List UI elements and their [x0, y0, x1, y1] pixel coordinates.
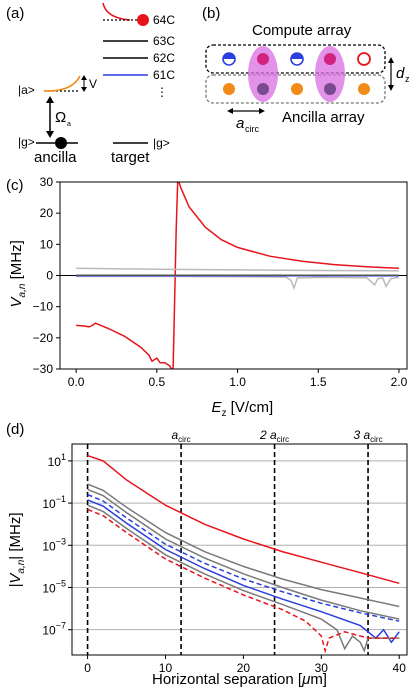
chart-c-ytick-label: 20 [40, 206, 54, 220]
chart-c-series-3 [76, 267, 399, 272]
chart-d-annotation: 3 acirc [353, 428, 382, 444]
pair-highlight-2 [315, 46, 345, 102]
acirc-arrow-head-right [259, 108, 265, 114]
ancilla-atom-5 [358, 83, 370, 95]
target-label: target [111, 149, 150, 166]
ancilla-atom-4 [324, 83, 336, 95]
red-rydberg-dot [137, 14, 149, 26]
v-arrow-head-down [81, 87, 87, 92]
red-level-curve [102, 2, 131, 21]
compute-qubit-2 [257, 53, 269, 65]
ancilla-atom-1 [223, 83, 235, 95]
chart-d-ytick-label: 10−7 [42, 621, 66, 638]
level-63c-label: 63C [153, 34, 175, 48]
omega-arrow-head-down [46, 131, 54, 138]
chart-d-ytick-label: 10−3 [42, 536, 66, 553]
level-61c-label: 61C [153, 68, 175, 82]
chart-c-ytick-label: 30 [40, 175, 54, 189]
level-62c-label: 62C [153, 51, 175, 65]
chart-d-ytick-label: 10−1 [42, 494, 66, 511]
compute-array-box [205, 44, 386, 74]
compute-qubit-3-half [291, 53, 303, 59]
panel-a-level-diagram: 64C 63C 62C 61C ⋮ |a> V Ω a |g> |g> anci… [18, 2, 175, 166]
omega-label: Ω [55, 109, 66, 126]
dz-label: d [396, 65, 405, 82]
chart-c-xtick-label: 0.5 [148, 375, 165, 389]
compute-array-label: Compute array [252, 22, 352, 39]
chart-d-xlabel: Horizontal separation [μm] [152, 671, 327, 688]
omega-arrow-head-up [46, 96, 54, 103]
chart-c-ylabel: Va,n [MHz] [8, 240, 28, 307]
chart-d-xtick-label: 30 [315, 661, 329, 675]
ket-a-label: |a> [18, 83, 35, 97]
chart-d: 0 10 20 30 40 101 10−1 10−3 10−5 10−7 acirc 2 acirc… [7, 428, 408, 688]
chart-d-series-4 [87, 493, 400, 622]
chart-d-ytick-label: 10−5 [42, 578, 66, 595]
chart-c-xtick-label: 1.5 [310, 375, 327, 389]
chart-d-series-6 [87, 504, 400, 653]
ket-g-label: |g> [18, 135, 35, 149]
chart-c-series-4 [76, 275, 400, 291]
chart-d-annotation: 2 acirc [259, 428, 289, 444]
chart-d-series-3 [87, 488, 400, 620]
chart-d-xtick-label: 10 [159, 661, 173, 675]
chart-c-ytick-label: −30 [33, 362, 54, 376]
ancilla-ground-dot [55, 137, 67, 149]
chart-c-xtick-label: 1.0 [229, 375, 246, 389]
ancilla-array-label: Ancilla array [282, 109, 365, 126]
v-arrow-head-up [81, 75, 87, 80]
chart-d-ylabel: |Va,n| [MHz] [7, 512, 27, 587]
chart-d-xtick-label: 0 [84, 661, 91, 675]
more-levels-dots: ⋮ [156, 85, 168, 99]
dz-sub: z [405, 74, 410, 84]
compute-qubit-4 [324, 53, 336, 65]
acirc-arrow-head-left [227, 108, 233, 114]
ket-g-target-label: |g> [153, 136, 170, 150]
chart-c-series-1 [76, 322, 173, 369]
acirc-label: a [236, 115, 244, 132]
panel-label-d: (d) [6, 421, 24, 438]
pair-highlight-1 [248, 46, 278, 102]
panel-label-b: (b) [202, 5, 220, 22]
ancilla-atom-2 [257, 83, 269, 95]
v-label: V [89, 77, 97, 91]
chart-c-ytick-label: −10 [33, 300, 54, 314]
chart-c-ytick-label: 10 [40, 237, 54, 251]
chart-d-series-7 [87, 508, 400, 654]
chart-d-annotation: acirc [171, 428, 190, 444]
dz-arrow-head-up [388, 57, 394, 63]
chart-d-series-1 [87, 454, 400, 585]
chart-c-ytick-label: 0 [46, 269, 53, 283]
level-64c-label: 64C [153, 13, 175, 27]
panel-label-a: (a) [6, 5, 24, 22]
ancilla-atom-3 [291, 83, 303, 95]
chart-c-ytick-label: −20 [33, 331, 54, 345]
dz-arrow-head-down [388, 85, 394, 91]
omega-sub: a [67, 121, 71, 128]
chart-d-xtick-label: 40 [393, 661, 407, 675]
compute-qubit-1-half [223, 53, 235, 59]
chart-c-xtick-label: 2.0 [391, 375, 408, 389]
chart-d-series-2 [87, 483, 400, 608]
compute-qubit-5 [357, 52, 371, 66]
ancilla-label: ancilla [34, 149, 77, 166]
chart-c-series-2 [172, 182, 399, 369]
chart-d-xtick-label: 20 [237, 661, 251, 675]
acirc-sub: circ [245, 124, 259, 134]
chart-d-frame [71, 443, 408, 656]
panel-label-c: (c) [6, 177, 24, 194]
orange-level-curve [43, 75, 81, 92]
chart-c-xtick-label: 0.0 [68, 375, 85, 389]
chart-c: 0.0 0.5 1.0 1.5 2.0 −30 −20 −10 0 10 20 30 Ez [V/cm]… [8, 175, 408, 419]
chart-d-ytick-label: 101 [48, 452, 66, 469]
panel-b-array-diagram: Compute array d z a circ Ancilla array [205, 22, 410, 134]
chart-d-series-5 [87, 499, 400, 644]
ancilla-array-box [205, 74, 386, 104]
chart-c-xlabel: Ez [V/cm] [212, 399, 274, 419]
